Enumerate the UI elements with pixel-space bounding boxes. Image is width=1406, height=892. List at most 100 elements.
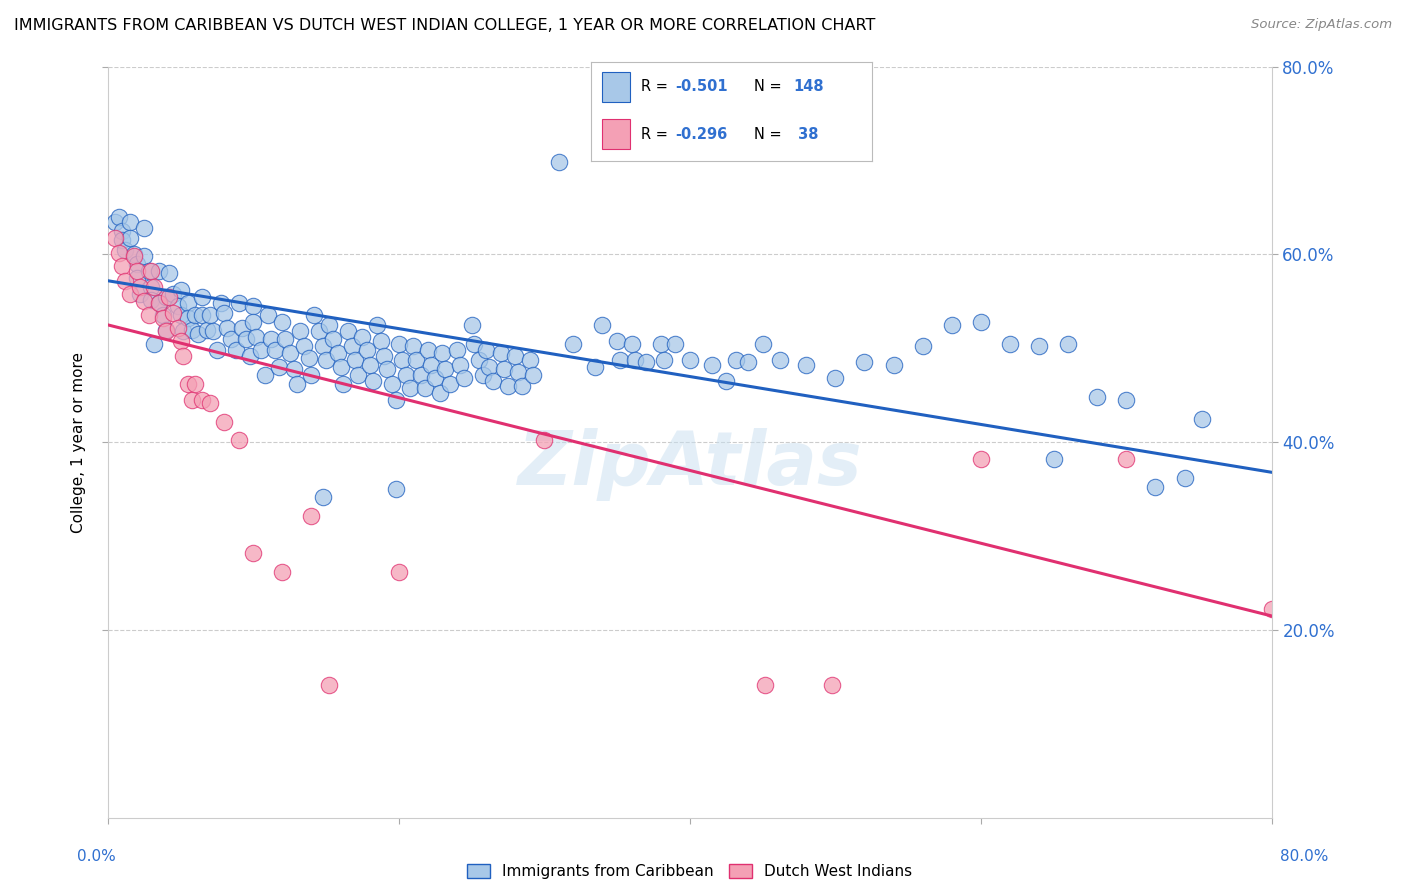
Point [235,332,257,346]
Point [453,371,475,385]
Point [425,371,447,385]
Point [347,368,370,382]
Bar [602,120,630,149]
Text: 0.0%: 0.0% [77,849,117,863]
Point [118,230,141,244]
Text: R =: R = [641,79,672,95]
Point [399,381,422,395]
Point [231,320,253,334]
Point [370,334,392,348]
Point [503,349,526,363]
Point [260,332,283,346]
Point [166,299,188,313]
Point [198,396,221,410]
Point [118,286,141,301]
Point [429,386,451,401]
Point [1173,471,1195,485]
Point [664,336,686,351]
Point [446,343,468,358]
Point [181,392,204,407]
Text: R =: R = [641,127,672,142]
Point [114,274,136,288]
Point [242,299,264,313]
Text: -0.501: -0.501 [675,79,727,95]
Point [104,214,127,228]
Legend: Immigrants from Caribbean, Dutch West Indians: Immigrants from Caribbean, Dutch West In… [461,858,918,886]
Text: IMMIGRANTS FROM CARIBBEAN VS DUTCH WEST INDIAN COLLEGE, 1 YEAR OR MORE CORRELATI: IMMIGRANTS FROM CARIBBEAN VS DUTCH WEST … [14,18,876,33]
Point [249,343,271,358]
Point [419,358,441,372]
Point [138,309,160,323]
Point [970,452,993,467]
Point [547,155,569,169]
Point [169,334,191,348]
Point [1144,480,1167,494]
Point [342,339,364,353]
Point [388,565,411,579]
Text: 80.0%: 80.0% [1281,849,1329,863]
Point [312,490,335,504]
Point [143,336,166,351]
Point [472,368,495,382]
Point [155,290,177,304]
Point [242,315,264,329]
Point [636,355,658,369]
Point [482,374,505,388]
Point [356,343,378,358]
Point [468,352,491,367]
Point [166,320,188,334]
Point [125,257,148,271]
Point [318,677,340,691]
Point [191,290,214,304]
Point [304,309,326,323]
Point [623,352,645,367]
Point [157,266,180,280]
Point [228,296,250,310]
Point [737,355,759,369]
Point [359,358,381,372]
Point [439,377,461,392]
Point [177,311,200,326]
Point [1115,392,1137,407]
Point [228,434,250,448]
Point [583,360,606,375]
Point [125,264,148,278]
Point [380,377,402,392]
Point [269,360,291,375]
Point [152,311,174,326]
Point [506,365,529,379]
Point [108,245,131,260]
Point [373,349,395,363]
Point [395,368,418,382]
Point [177,296,200,310]
Point [271,315,294,329]
Point [344,352,367,367]
Point [449,358,471,372]
Point [312,339,335,353]
Point [606,334,628,348]
Point [620,336,643,351]
Point [336,325,359,339]
Point [256,309,278,323]
Point [141,293,163,307]
Point [111,224,134,238]
Text: -0.296: -0.296 [675,127,727,142]
Point [416,343,439,358]
Point [769,352,792,367]
Point [111,259,134,273]
Point [475,343,498,358]
Point [221,332,243,346]
Point [533,434,555,448]
Point [318,318,340,332]
Point [751,336,773,351]
Point [152,309,174,323]
Point [402,339,425,353]
Point [463,336,485,351]
Point [162,286,184,301]
Point [609,352,631,367]
Point [824,371,846,385]
Point [301,508,323,523]
Point [1191,411,1213,425]
Point [212,306,235,320]
Point [205,343,228,358]
